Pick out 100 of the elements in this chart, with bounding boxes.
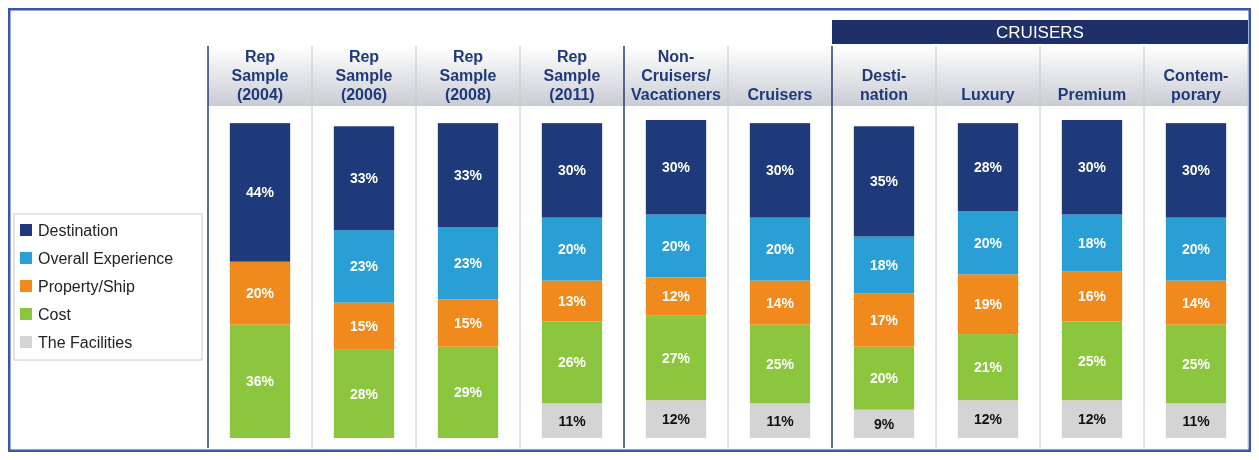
data-label: 23% [453, 255, 483, 272]
x-tick-label: Non- Cruisers/ Vacationers [631, 48, 722, 103]
data-label: 20% [245, 285, 275, 302]
bar [1061, 120, 1123, 215]
data-label: 30% [557, 162, 587, 179]
legend-label: Destination [38, 222, 119, 239]
bar [645, 277, 707, 316]
bar [437, 123, 499, 228]
bar [333, 302, 395, 350]
bar [1061, 214, 1123, 272]
bar [229, 324, 291, 438]
bar [1165, 217, 1227, 281]
bar [541, 403, 603, 438]
bar [541, 217, 603, 281]
bar [957, 211, 1019, 275]
x-tick-label: Rep Sample (2004) [231, 48, 289, 103]
data-label: 11% [558, 412, 587, 429]
data-label: 20% [869, 370, 899, 387]
data-label: 12% [661, 411, 691, 428]
bar [229, 261, 291, 325]
data-label: 18% [1077, 234, 1107, 251]
bar [1061, 400, 1123, 438]
bar [645, 214, 707, 278]
bar [957, 334, 1019, 401]
bar [1165, 123, 1227, 218]
data-label: 26% [557, 354, 587, 371]
data-label: 11% [1182, 412, 1211, 429]
bar [437, 227, 499, 300]
data-label: 11% [766, 412, 795, 429]
x-tick-label: Rep Sample (2008) [439, 48, 497, 103]
data-label: 30% [1181, 162, 1211, 179]
data-label: 18% [869, 256, 899, 273]
data-label: 19% [973, 296, 1003, 313]
data-label: 13% [557, 293, 587, 310]
bar [645, 400, 707, 438]
data-label: 44% [245, 184, 275, 201]
data-label: 33% [349, 170, 379, 187]
bar [853, 293, 915, 347]
legend-label: Overall Experience [38, 250, 174, 267]
bar [645, 120, 707, 215]
data-label: 12% [973, 411, 1003, 428]
data-label: 25% [1077, 352, 1107, 369]
data-label: 17% [869, 311, 899, 328]
x-tick-label: Rep Sample (2011) [543, 48, 601, 103]
bar [437, 299, 499, 347]
bar [853, 346, 915, 410]
data-label: 20% [557, 241, 587, 258]
text: CRUISERS [996, 23, 1084, 42]
data-label: 20% [765, 241, 795, 258]
bar [853, 126, 915, 237]
data-label: 25% [1181, 356, 1211, 373]
x-tick-label: Cruisers [747, 86, 813, 103]
bar [645, 315, 707, 401]
bar [1165, 403, 1227, 438]
bar [957, 400, 1019, 438]
x-tick-label: Contem- porary [1163, 67, 1229, 103]
bar [541, 321, 603, 404]
bar [333, 126, 395, 231]
bar [749, 280, 811, 325]
x-tick-label: Premium [1057, 86, 1127, 103]
bar [333, 230, 395, 303]
bar [437, 346, 499, 438]
data-label: 28% [349, 385, 379, 402]
data-label: 14% [765, 294, 795, 311]
bar [749, 403, 811, 438]
bar [749, 217, 811, 281]
data-label: 33% [453, 167, 483, 184]
data-label: 30% [1077, 159, 1107, 176]
bar [1165, 324, 1227, 404]
bar [1165, 280, 1227, 325]
data-label: 30% [765, 162, 795, 179]
x-tick-label: Desti- nation [860, 67, 908, 103]
data-label: 21% [973, 359, 1003, 376]
bar [749, 123, 811, 218]
data-label: 9% [873, 415, 895, 432]
data-label: 15% [453, 315, 483, 332]
bar [957, 274, 1019, 335]
data-label: 12% [1077, 411, 1107, 428]
bar [541, 280, 603, 322]
data-label: 35% [869, 173, 899, 190]
bar [853, 236, 915, 294]
data-label: 29% [453, 384, 483, 401]
data-label: 23% [349, 258, 379, 275]
data-label: 20% [1181, 241, 1211, 258]
legend-label: The Facilities [38, 334, 133, 351]
legend-label: Cost [38, 306, 72, 323]
x-tick-label: Rep Sample (2006) [335, 48, 393, 103]
bar [1061, 271, 1123, 322]
data-label: 30% [661, 159, 691, 176]
bar [229, 123, 291, 262]
bar [333, 349, 395, 438]
bar [1061, 321, 1123, 401]
data-label: 27% [661, 349, 691, 366]
bar [749, 324, 811, 404]
x-tick-label: Luxury [961, 86, 1015, 103]
data-label: 25% [765, 356, 795, 373]
data-label: 14% [1181, 294, 1211, 311]
data-label: 12% [661, 288, 691, 305]
data-label: 36% [245, 373, 275, 390]
data-label: 20% [661, 237, 691, 254]
